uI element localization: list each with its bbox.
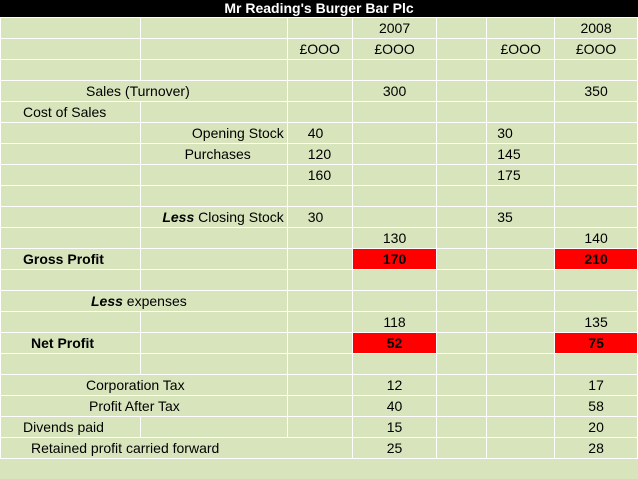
row-retained-profit: Retained profit carried forward 25 28 [0, 437, 638, 459]
profit-after-tax-label[interactable]: Profit After Tax [0, 395, 288, 417]
expenses-total-2007[interactable]: 118 [351, 311, 438, 333]
sales-label[interactable]: Sales (Turnover) [0, 80, 288, 102]
row-profit-after-tax: Profit After Tax 40 58 [0, 395, 638, 417]
less-label: Less [162, 209, 195, 225]
unit-header[interactable]: £OOO [286, 38, 353, 60]
profit-after-tax-2008[interactable]: 58 [554, 395, 638, 417]
subtotal-2008[interactable]: 175 [486, 164, 556, 186]
purchases-2008[interactable]: 145 [486, 143, 556, 165]
retained-profit-label[interactable]: Retained profit carried forward [0, 437, 353, 459]
expenses-total-2008[interactable]: 135 [554, 311, 638, 333]
cell[interactable] [436, 17, 488, 39]
cost-total-2007[interactable]: 130 [351, 227, 438, 249]
row-cost-total: 130 140 [0, 227, 638, 249]
row-subtotal: 160 175 [0, 164, 638, 186]
year-2007-header[interactable]: 2007 [351, 17, 438, 39]
unit-header[interactable]: £OOO [486, 38, 556, 60]
gross-profit-2007[interactable]: 170 [351, 248, 438, 270]
expenses-text: expenses [122, 293, 187, 309]
corporation-tax-label[interactable]: Corporation Tax [0, 374, 288, 396]
cost-total-2008[interactable]: 140 [554, 227, 638, 249]
year-2008-header[interactable]: 2008 [554, 17, 638, 39]
row-expenses: Less expenses [0, 290, 638, 312]
opening-stock-2007[interactable]: 40 [286, 122, 353, 144]
cost-of-sales-label[interactable]: Cost of Sales [0, 101, 141, 123]
dividends-2007[interactable]: 15 [351, 416, 438, 438]
retained-profit-2007[interactable]: 25 [351, 437, 438, 459]
cell[interactable] [436, 38, 488, 60]
cell[interactable] [286, 17, 353, 39]
cell[interactable] [0, 17, 141, 39]
gross-profit-label[interactable]: Gross Profit [0, 248, 141, 270]
subtotal-2007[interactable]: 160 [286, 164, 353, 186]
gross-profit-2008[interactable]: 210 [554, 248, 638, 270]
header-row-years: 2007 2008 [0, 17, 638, 39]
blank-row [0, 59, 638, 81]
purchases-label[interactable]: Purchases [139, 143, 288, 165]
row-purchases: Purchases 120 145 [0, 143, 638, 165]
closing-stock-2008[interactable]: 35 [486, 206, 556, 228]
blank-row [0, 353, 638, 375]
unit-header[interactable]: £OOO [351, 38, 438, 60]
corporation-tax-2008[interactable]: 17 [554, 374, 638, 396]
profit-after-tax-2007[interactable]: 40 [351, 395, 438, 417]
retained-profit-2008[interactable]: 28 [554, 437, 638, 459]
blank-row [0, 185, 638, 207]
less-label: Less [91, 293, 123, 309]
row-dividends: Divends paid 15 20 [0, 416, 638, 438]
row-opening-stock: Opening Stock 40 30 [0, 122, 638, 144]
income-statement-grid: 2007 2008 £OOO £OOO £OOO £OOO Sales (Tur… [0, 17, 638, 459]
cell[interactable] [139, 38, 288, 60]
unit-header[interactable]: £OOO [554, 38, 638, 60]
row-closing-stock: Less Closing Stock 30 35 [0, 206, 638, 228]
row-net-profit: Net Profit 52 75 [0, 332, 638, 354]
net-profit-2008[interactable]: 75 [554, 332, 638, 354]
expenses-label[interactable]: Less expenses [0, 290, 288, 312]
header-row-units: £OOO £OOO £OOO £OOO [0, 38, 638, 60]
sales-2008[interactable]: 350 [554, 80, 638, 102]
dividends-label[interactable]: Divends paid [0, 416, 141, 438]
net-profit-label[interactable]: Net Profit [0, 332, 141, 354]
row-cost-of-sales: Cost of Sales [0, 101, 638, 123]
cell[interactable] [486, 17, 556, 39]
row-corporation-tax: Corporation Tax 12 17 [0, 374, 638, 396]
opening-stock-2008[interactable]: 30 [486, 122, 556, 144]
opening-stock-label[interactable]: Opening Stock [139, 122, 288, 144]
row-expenses-total: 118 135 [0, 311, 638, 333]
dividends-2008[interactable]: 20 [554, 416, 638, 438]
corporation-tax-2007[interactable]: 12 [351, 374, 438, 396]
row-gross-profit: Gross Profit 170 210 [0, 248, 638, 270]
cell[interactable] [0, 38, 141, 60]
row-sales: Sales (Turnover) 300 350 [0, 80, 638, 102]
sheet-title: Mr Reading's Burger Bar Plc [0, 0, 638, 17]
closing-stock-label[interactable]: Less Closing Stock [139, 206, 288, 228]
sales-2007[interactable]: 300 [351, 80, 438, 102]
cell[interactable] [139, 17, 288, 39]
purchases-2007[interactable]: 120 [286, 143, 353, 165]
blank-row [0, 269, 638, 291]
net-profit-2007[interactable]: 52 [351, 332, 438, 354]
closing-stock-text: Closing Stock [194, 209, 284, 225]
closing-stock-2007[interactable]: 30 [286, 206, 353, 228]
